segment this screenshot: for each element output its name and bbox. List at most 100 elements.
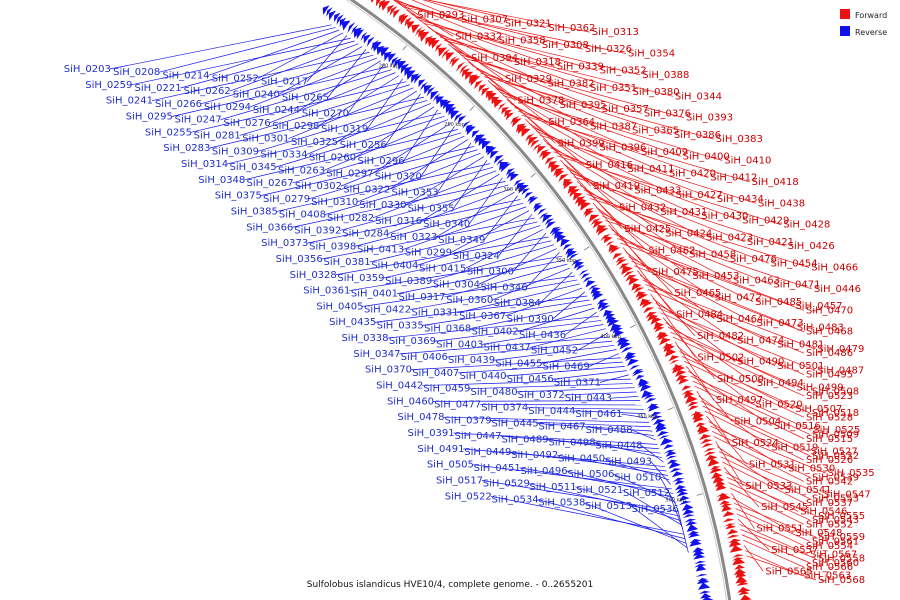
label-connector [564, 311, 597, 336]
gene-label: SiH_0407 [412, 368, 459, 379]
reverse-gene-arrow [545, 221, 556, 229]
gene-label: SiH_0520 [756, 400, 803, 411]
label-connector [683, 360, 805, 418]
label-connector [269, 72, 396, 124]
label-connector [672, 336, 805, 397]
label-connector [171, 66, 389, 117]
gene-label: SiH_0436 [519, 330, 566, 341]
label-connector [560, 159, 623, 230]
gene-label: SiH_0284 [342, 229, 389, 240]
forward-gene-arrow [705, 454, 718, 462]
label-connector [740, 529, 817, 559]
reverse-gene-arrow [666, 459, 678, 465]
forward-gene-arrow [699, 434, 712, 441]
label-connector [354, 106, 435, 158]
gene-label: SiH_0339 [557, 61, 604, 72]
gene-label: SiH_0334 [260, 149, 307, 160]
label-connector [499, 91, 681, 157]
label-connector [402, 6, 627, 54]
gene-label: SiH_0322 [343, 184, 390, 195]
gene-label: SiH_0434 [717, 194, 764, 205]
label-connector [109, 24, 332, 70]
label-connector [621, 413, 648, 419]
label-connector [516, 387, 635, 393]
gene-label: SiH_0523 [806, 391, 853, 402]
gene-label: SiH_0276 [224, 118, 271, 129]
forward-gene-arrow [672, 364, 685, 374]
label-connector [417, 225, 541, 266]
label-connector [574, 410, 646, 415]
gene-label: SiH_0294 [204, 102, 251, 113]
gene-label: SiH_0362 [548, 23, 595, 34]
reverse-gene-arrow [669, 468, 682, 473]
label-connector [541, 349, 617, 364]
gene-label: SiH_0489 [502, 434, 549, 445]
gene-label: SiH_0452 [531, 346, 578, 357]
forward-gene-arrow [389, 5, 398, 17]
forward-gene-arrow [461, 68, 471, 78]
gene-label: SiH_0356 [276, 254, 323, 265]
label-connector [469, 383, 633, 390]
forward-gene-arrow [737, 586, 751, 593]
label-connector [463, 448, 665, 467]
label-connector [526, 252, 560, 288]
gene-label: SiH_0475 [652, 267, 699, 278]
label-connector [711, 430, 811, 478]
forward-gene-arrow [370, 0, 374, 3]
label-connector [278, 46, 363, 95]
gene-label: SiH_0369 [389, 336, 436, 347]
gene-label: SiH_0425 [624, 224, 671, 235]
gene-label: SiH_0281 [194, 130, 241, 141]
forward-gene-arrow [631, 283, 642, 291]
gene-label: SiH_0304 [433, 279, 480, 290]
forward-gene-arrow [714, 479, 726, 488]
gene-label: SiH_0525 [813, 425, 860, 436]
label-connector [677, 508, 689, 553]
forward-gene-arrow [623, 270, 635, 278]
forward-gene-arrow [693, 415, 704, 423]
gene-label: SiH_0444 [528, 406, 575, 417]
gene-label: SiH_0332 [455, 31, 502, 42]
gene-label: SiH_0410 [724, 156, 771, 167]
forward-gene-arrow [451, 57, 460, 68]
label-connector [556, 155, 782, 226]
gene-label: SiH_0389 [385, 276, 432, 287]
gene-label: SiH_0420 [669, 168, 716, 179]
reverse-gene-arrow [528, 197, 539, 205]
forward-gene-arrow [527, 136, 538, 146]
gene-label: SiH_0321 [505, 19, 552, 30]
label-connector [229, 43, 359, 92]
label-connector [482, 324, 604, 345]
forward-gene-arrow [465, 71, 474, 81]
gene-label: SiH_0424 [665, 228, 712, 239]
label-connector [419, 19, 598, 71]
label-connector [490, 420, 651, 428]
gene-label: SiH_0380 [633, 87, 680, 98]
gene-label: SiH_0560 [812, 558, 859, 569]
label-connector [318, 75, 400, 127]
gene-label: SiH_0387 [590, 121, 637, 132]
label-connector [573, 176, 786, 247]
forward-gene-arrow [641, 301, 653, 309]
gene-label: SiH_0470 [806, 305, 853, 316]
gene-label: SiH_0521 [576, 485, 623, 496]
label-connector [537, 423, 653, 432]
gene-label: SiH_0552 [806, 519, 853, 530]
label-connector [674, 341, 715, 401]
reverse-gene-arrow [649, 411, 662, 418]
reverse-gene-arrow [562, 244, 572, 251]
gene-label: SiH_0300 [467, 267, 514, 278]
gene-label: SiH_0415 [419, 263, 466, 274]
gene-label: SiH_0566 [806, 562, 853, 573]
reverse-gene-arrow [466, 126, 476, 136]
reverse-gene-arrow [592, 292, 604, 301]
forward-gene-arrow [584, 210, 594, 218]
gene-label: SiH_0412 [710, 173, 757, 184]
reverse-gene-arrow [567, 253, 580, 261]
gene-label: SiH_0547 [824, 489, 871, 500]
reverse-gene-arrow [696, 577, 710, 585]
label-connector [519, 467, 674, 494]
label-connector [420, 125, 455, 177]
gene-label: SiH_0534 [492, 495, 539, 506]
gene-label: SiH_0385 [231, 206, 278, 217]
